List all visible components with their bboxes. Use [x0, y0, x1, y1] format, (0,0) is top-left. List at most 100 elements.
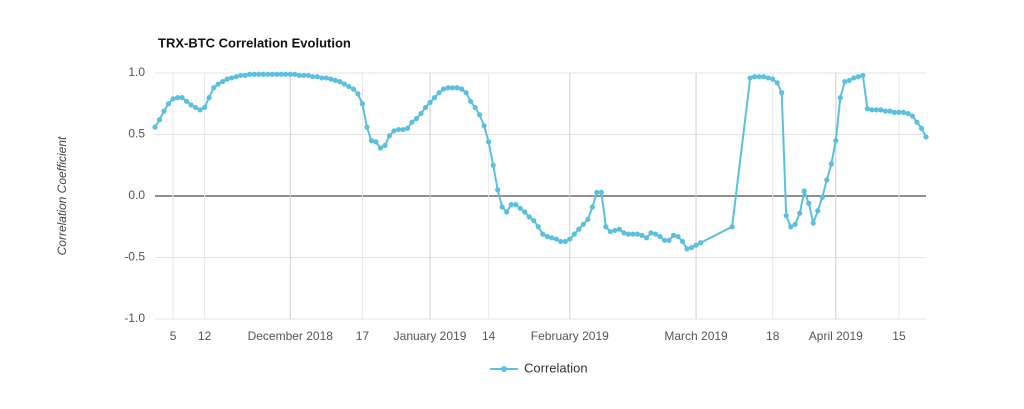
data-point: [652, 231, 659, 237]
series-line: [154, 73, 927, 251]
data-point: [463, 90, 469, 96]
data-point: [666, 237, 672, 243]
data-point: [179, 95, 185, 101]
data-point: [220, 79, 226, 85]
data-point: [436, 90, 442, 96]
data-point: [752, 74, 758, 80]
data-point: [612, 227, 618, 234]
data-point: [368, 138, 375, 144]
x-tick-label: 15: [892, 329, 906, 343]
legend-label: Correlation: [524, 360, 588, 375]
y-tick-label: -0.5: [124, 250, 145, 264]
data-point: [323, 75, 329, 81]
data-point: [283, 71, 289, 77]
data-point: [454, 85, 460, 91]
data-point: [350, 86, 356, 92]
data-point: [747, 75, 753, 81]
data-point: [310, 74, 316, 80]
data-point: [562, 238, 568, 245]
data-point: [477, 112, 483, 118]
data-point: [440, 86, 447, 92]
data-point: [675, 233, 681, 240]
data-point: [774, 80, 780, 86]
data-point: [332, 77, 338, 83]
data-point: [761, 74, 767, 80]
data-point: [269, 71, 275, 77]
data-point: [788, 224, 794, 230]
data-point: [765, 75, 771, 81]
data-point: [206, 95, 212, 101]
data-point: [549, 235, 555, 241]
data-point: [481, 123, 487, 129]
data-point: [598, 189, 604, 195]
data-point: [869, 107, 875, 113]
data-point: [504, 209, 510, 215]
data-point: [905, 110, 911, 117]
data-point: [161, 108, 167, 114]
data-point: [152, 124, 158, 130]
data-point: [427, 99, 433, 106]
data-point: [639, 232, 645, 238]
data-point: [251, 71, 257, 77]
data-point: [468, 98, 474, 104]
data-point: [688, 245, 695, 251]
data-point: [165, 101, 172, 107]
data-point: [508, 202, 514, 208]
y-tick-label: 1.0: [128, 65, 145, 79]
data-point: [914, 119, 920, 125]
data-point: [833, 138, 839, 144]
data-point: [449, 85, 456, 91]
data-point: [643, 235, 650, 241]
data-point: [422, 104, 429, 111]
data-point: [544, 233, 550, 240]
y-tick-label: 0.0: [128, 188, 145, 202]
data-point: [882, 108, 889, 114]
data-point: [233, 74, 239, 80]
data-point: [846, 77, 852, 83]
data-point: [909, 113, 916, 119]
data-point: [661, 237, 668, 243]
data-point: [630, 231, 636, 237]
legend-marker: [501, 366, 507, 372]
data-point: [918, 125, 925, 131]
data-point: [256, 71, 262, 77]
data-point: [382, 142, 388, 149]
x-tick-label: February 2019: [531, 329, 609, 343]
data-point: [409, 119, 415, 125]
data-point: [445, 85, 451, 91]
data-point: [526, 214, 532, 220]
data-point: [472, 104, 478, 111]
data-point: [211, 85, 217, 91]
data-point: [274, 71, 280, 77]
data-point: [359, 101, 366, 107]
x-tick-label: 5: [170, 329, 177, 343]
data-point: [174, 95, 181, 101]
data-point: [792, 221, 798, 227]
data-point: [571, 231, 577, 237]
data-point: [431, 95, 438, 101]
data-point: [851, 75, 857, 81]
data-point: [278, 71, 284, 77]
y-tick-label: 0.5: [128, 127, 145, 141]
data-point: [576, 226, 582, 232]
data-point: [670, 232, 677, 238]
x-tick-label: 14: [482, 329, 496, 343]
data-point: [301, 72, 307, 79]
data-point: [923, 134, 929, 140]
data-point: [337, 79, 343, 85]
data-point: [287, 71, 293, 77]
data-point: [864, 106, 870, 112]
data-point: [188, 102, 194, 108]
x-tick-label: 17: [356, 329, 370, 343]
data-point: [341, 81, 347, 87]
data-point: [770, 76, 776, 82]
x-tick-label: 12: [198, 329, 212, 343]
data-point: [197, 107, 203, 113]
y-axis-title: Correlation Coefficient: [55, 136, 69, 255]
data-point: [679, 238, 686, 245]
data-point: [589, 204, 595, 210]
data-point: [648, 230, 654, 236]
data-point: [170, 96, 176, 102]
data-point: [328, 76, 334, 82]
